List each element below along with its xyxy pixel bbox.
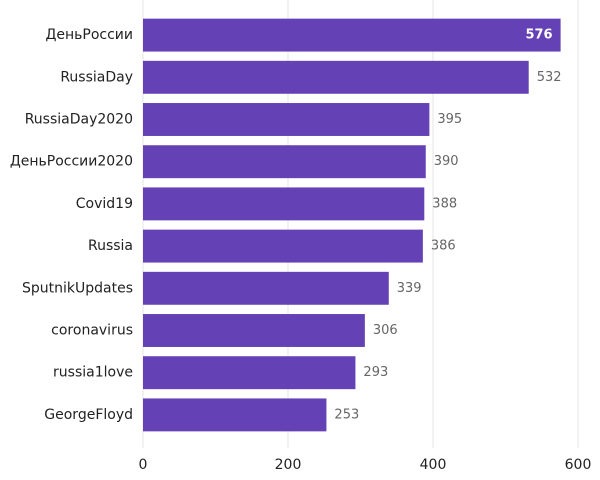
value-label: 388 bbox=[432, 196, 457, 211]
x-tick-label: 600 bbox=[565, 457, 592, 473]
y-tick-label: ДеньРоссии2020 bbox=[10, 154, 133, 170]
value-label: 576 bbox=[525, 28, 552, 43]
value-label: 253 bbox=[334, 407, 359, 422]
bar bbox=[143, 356, 356, 390]
bar bbox=[143, 103, 430, 136]
value-label: 293 bbox=[363, 365, 388, 380]
bar bbox=[143, 271, 389, 305]
bar bbox=[143, 145, 426, 179]
y-tick-label: Covid19 bbox=[76, 196, 133, 212]
bar bbox=[143, 18, 561, 52]
value-label: 386 bbox=[431, 239, 456, 254]
y-tick-label: GeorgeFloyd bbox=[44, 407, 133, 423]
x-tick-label: 0 bbox=[139, 457, 148, 473]
y-tick-label: Russia bbox=[88, 238, 133, 254]
y-tick-label: RussiaDay bbox=[60, 69, 133, 85]
value-label: 339 bbox=[397, 281, 422, 296]
y-tick-label: russia1love bbox=[53, 365, 133, 381]
bar bbox=[143, 60, 529, 94]
x-tick-label: 200 bbox=[275, 457, 302, 473]
bar bbox=[143, 398, 327, 432]
value-label: 395 bbox=[437, 112, 462, 127]
y-tick-label: ДеньРоссии bbox=[45, 27, 133, 43]
y-tick-label: RussiaDay2020 bbox=[25, 112, 133, 128]
value-label: 532 bbox=[537, 70, 562, 85]
bar bbox=[143, 229, 423, 263]
bar bbox=[143, 314, 365, 347]
value-label: 306 bbox=[373, 323, 398, 338]
bar bbox=[143, 187, 425, 221]
value-label: 390 bbox=[434, 154, 459, 169]
y-tick-label: coronavirus bbox=[51, 323, 133, 339]
x-tick-label: 400 bbox=[420, 457, 447, 473]
y-tick-label: SputnikUpdates bbox=[22, 280, 133, 296]
